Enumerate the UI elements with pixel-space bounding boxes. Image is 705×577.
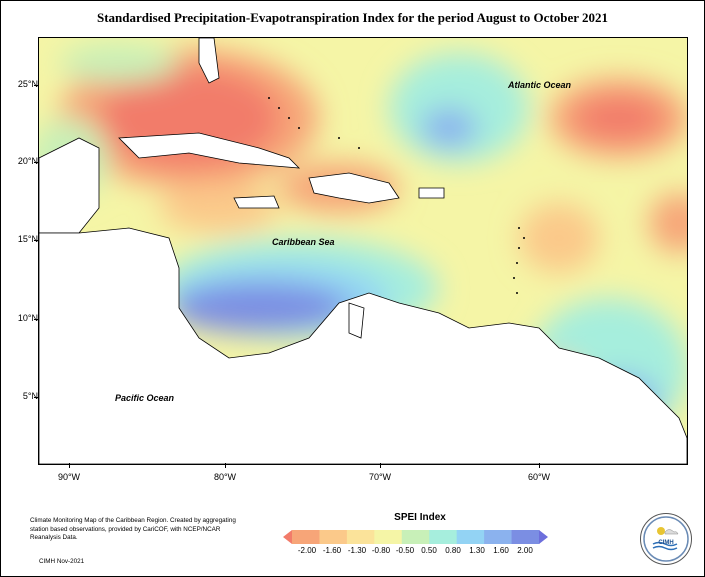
legend-value: -1.30	[347, 546, 367, 555]
legend-swatch	[539, 530, 548, 544]
legend-value: -0.50	[395, 546, 415, 555]
atlantic-ocean-label: Atlantic Ocean	[508, 80, 572, 90]
map-title: Standardised Precipitation-Evapotranspir…	[97, 10, 608, 25]
y-axis-label: 20°N	[17, 156, 38, 166]
legend-swatch	[456, 530, 485, 544]
legend-swatch	[319, 530, 348, 544]
y-tick	[34, 240, 38, 241]
x-tick	[69, 463, 70, 468]
legend-swatch	[511, 530, 540, 544]
legend-value: -2.00	[297, 546, 317, 555]
x-axis-label: 60°W	[527, 472, 551, 482]
legend-colorbar-svg	[283, 530, 548, 544]
x-tick	[225, 463, 226, 468]
legend-value: 1.60	[493, 546, 509, 555]
legend-swatch	[429, 530, 458, 544]
x-tick	[539, 463, 540, 468]
cimh-logo: CIMH	[640, 513, 692, 565]
cimh-logo-icon	[643, 516, 689, 562]
y-tick	[34, 397, 38, 398]
x-tick	[380, 463, 381, 468]
legend-value: 0.80	[445, 546, 461, 555]
pacific-ocean-label: Pacific Ocean	[115, 393, 175, 403]
legend-colorbar	[283, 530, 548, 549]
cimh-logo-text: CIMH	[658, 540, 674, 546]
y-axis-label: 25°N	[17, 79, 38, 89]
y-axis-label: 15°N	[17, 234, 38, 244]
y-tick	[34, 319, 38, 320]
spei-map	[38, 37, 688, 465]
spei-field	[39, 38, 687, 464]
x-axis-label: 80°W	[213, 472, 237, 482]
x-axis-label: 90°W	[57, 472, 81, 482]
legend-swatch	[292, 530, 320, 544]
legend-swatch	[401, 530, 430, 544]
y-axis-label: 5°N	[22, 391, 38, 401]
legend-value: -0.80	[371, 546, 391, 555]
legend-value: -1.60	[322, 546, 342, 555]
y-tick	[34, 162, 38, 163]
legend-swatch	[484, 530, 513, 544]
y-axis-label: 10°N	[17, 313, 38, 323]
credits-text: Climate Monitoring Map of the Caribbean …	[30, 517, 236, 541]
caribbean-sea-label: Caribbean Sea	[272, 237, 335, 247]
legend-swatch	[283, 530, 292, 544]
legend-value: 2.00	[517, 546, 533, 555]
legend-value: 1.30	[469, 546, 485, 555]
legend-title: SPEI Index	[394, 512, 446, 523]
legend-swatch	[374, 530, 403, 544]
date-text: CIMH Nov-2021	[39, 558, 85, 565]
legend-swatch	[346, 530, 375, 544]
y-tick	[34, 85, 38, 86]
legend-value: 0.50	[421, 546, 437, 555]
x-axis-label: 70°W	[368, 472, 392, 482]
